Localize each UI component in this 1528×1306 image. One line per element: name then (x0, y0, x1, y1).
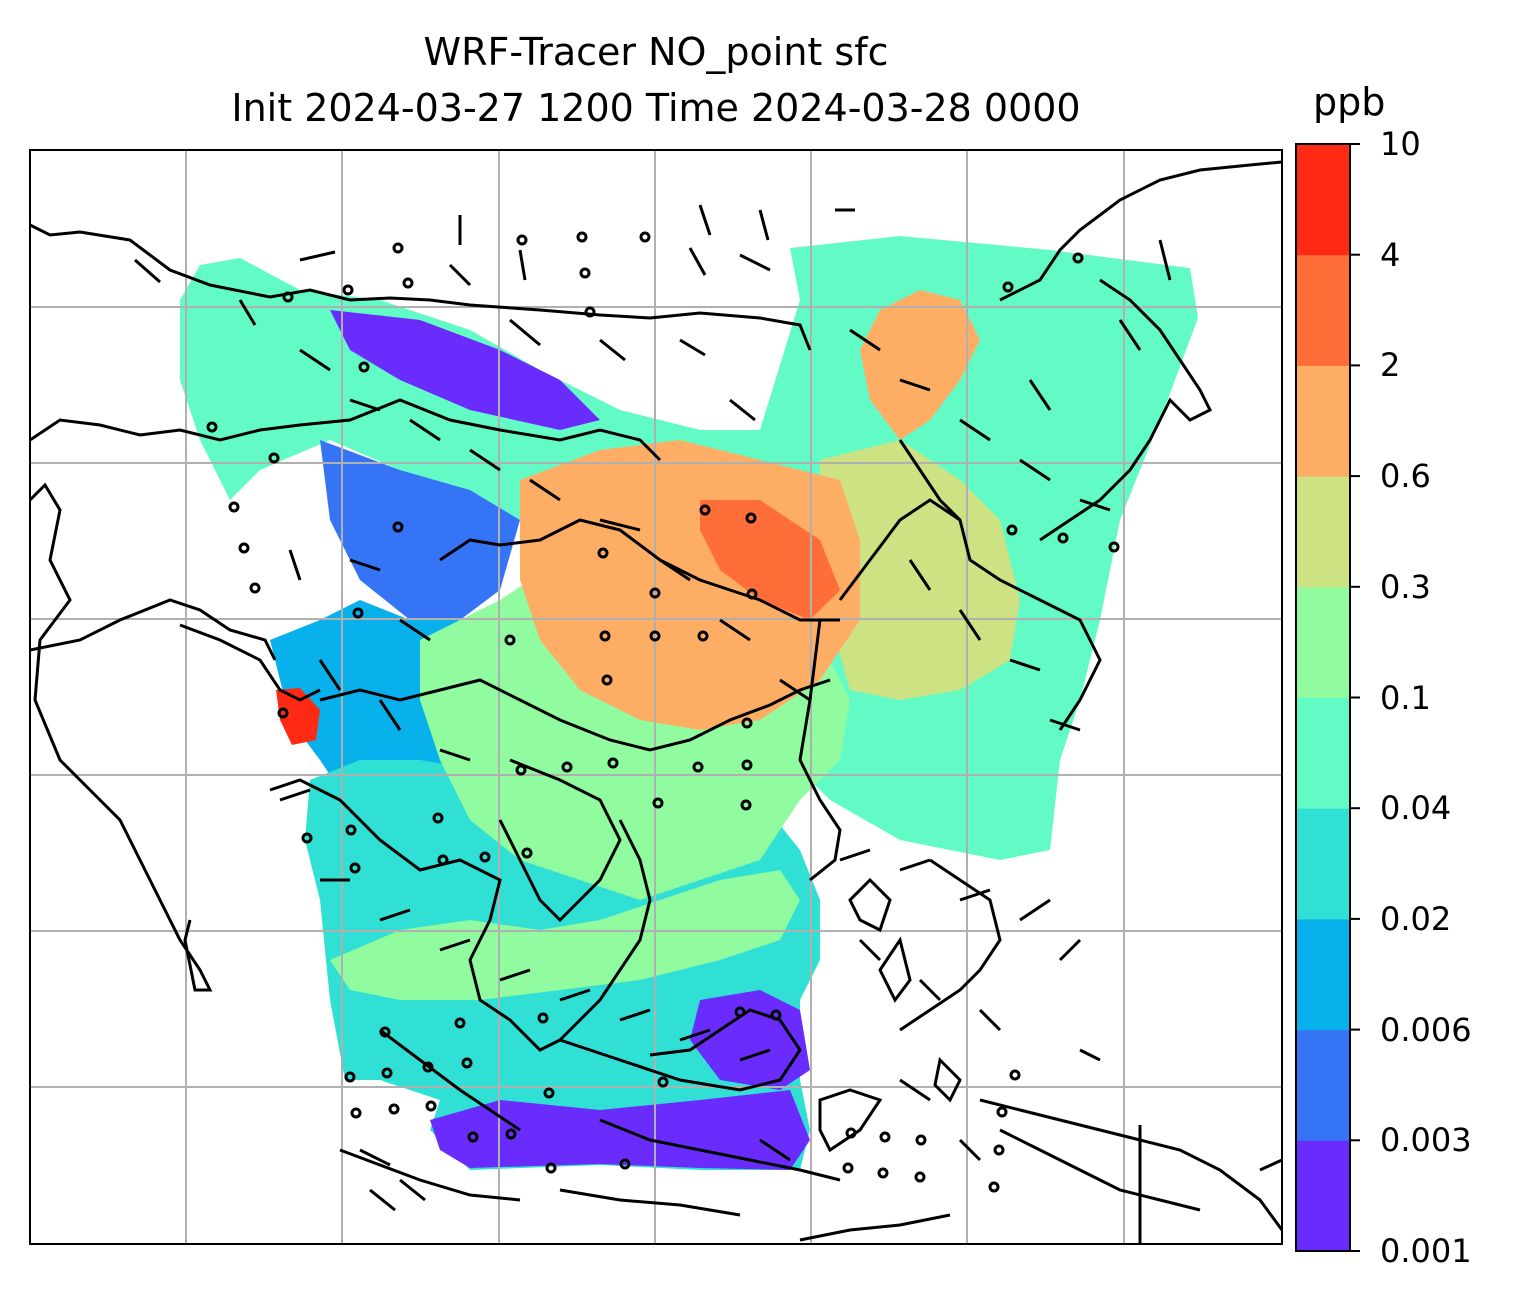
colorbar-bin (1296, 698, 1350, 809)
colorbar-bin (1296, 365, 1350, 476)
colorbar-tick-label: 0.04 (1380, 792, 1451, 824)
colorbar-tick-label: 0.6 (1380, 460, 1431, 492)
colorbar-bin (1296, 808, 1350, 919)
colorbar-tick-label: 2 (1380, 349, 1400, 381)
colorbar-bin (1296, 1140, 1350, 1251)
colorbar-bin (1296, 144, 1350, 255)
tracer-field (180, 236, 1198, 1170)
colorbar-tick-label: 0.001 (1380, 1235, 1472, 1267)
colorbar-tick-label: 0.006 (1380, 1014, 1472, 1046)
colorbar (1296, 144, 1360, 1252)
colorbar-units: ppb (1313, 82, 1385, 122)
colorbar-tick-label: 4 (1380, 239, 1400, 271)
colorbar-bin (1296, 255, 1350, 366)
colorbar-bin (1296, 1030, 1350, 1141)
colorbar-tick-label: 0.3 (1380, 571, 1431, 603)
colorbar-tick-label: 0.02 (1380, 903, 1451, 935)
colorbar-bin (1296, 587, 1350, 698)
map-area (30, 150, 1282, 1244)
colorbar-bin (1296, 919, 1350, 1030)
colorbar-tick-label: 0.003 (1380, 1124, 1472, 1156)
colorbar-bin (1296, 476, 1350, 587)
colorbar-tick-label: 0.1 (1380, 682, 1431, 714)
colorbar-tick-label: 10 (1380, 128, 1421, 160)
